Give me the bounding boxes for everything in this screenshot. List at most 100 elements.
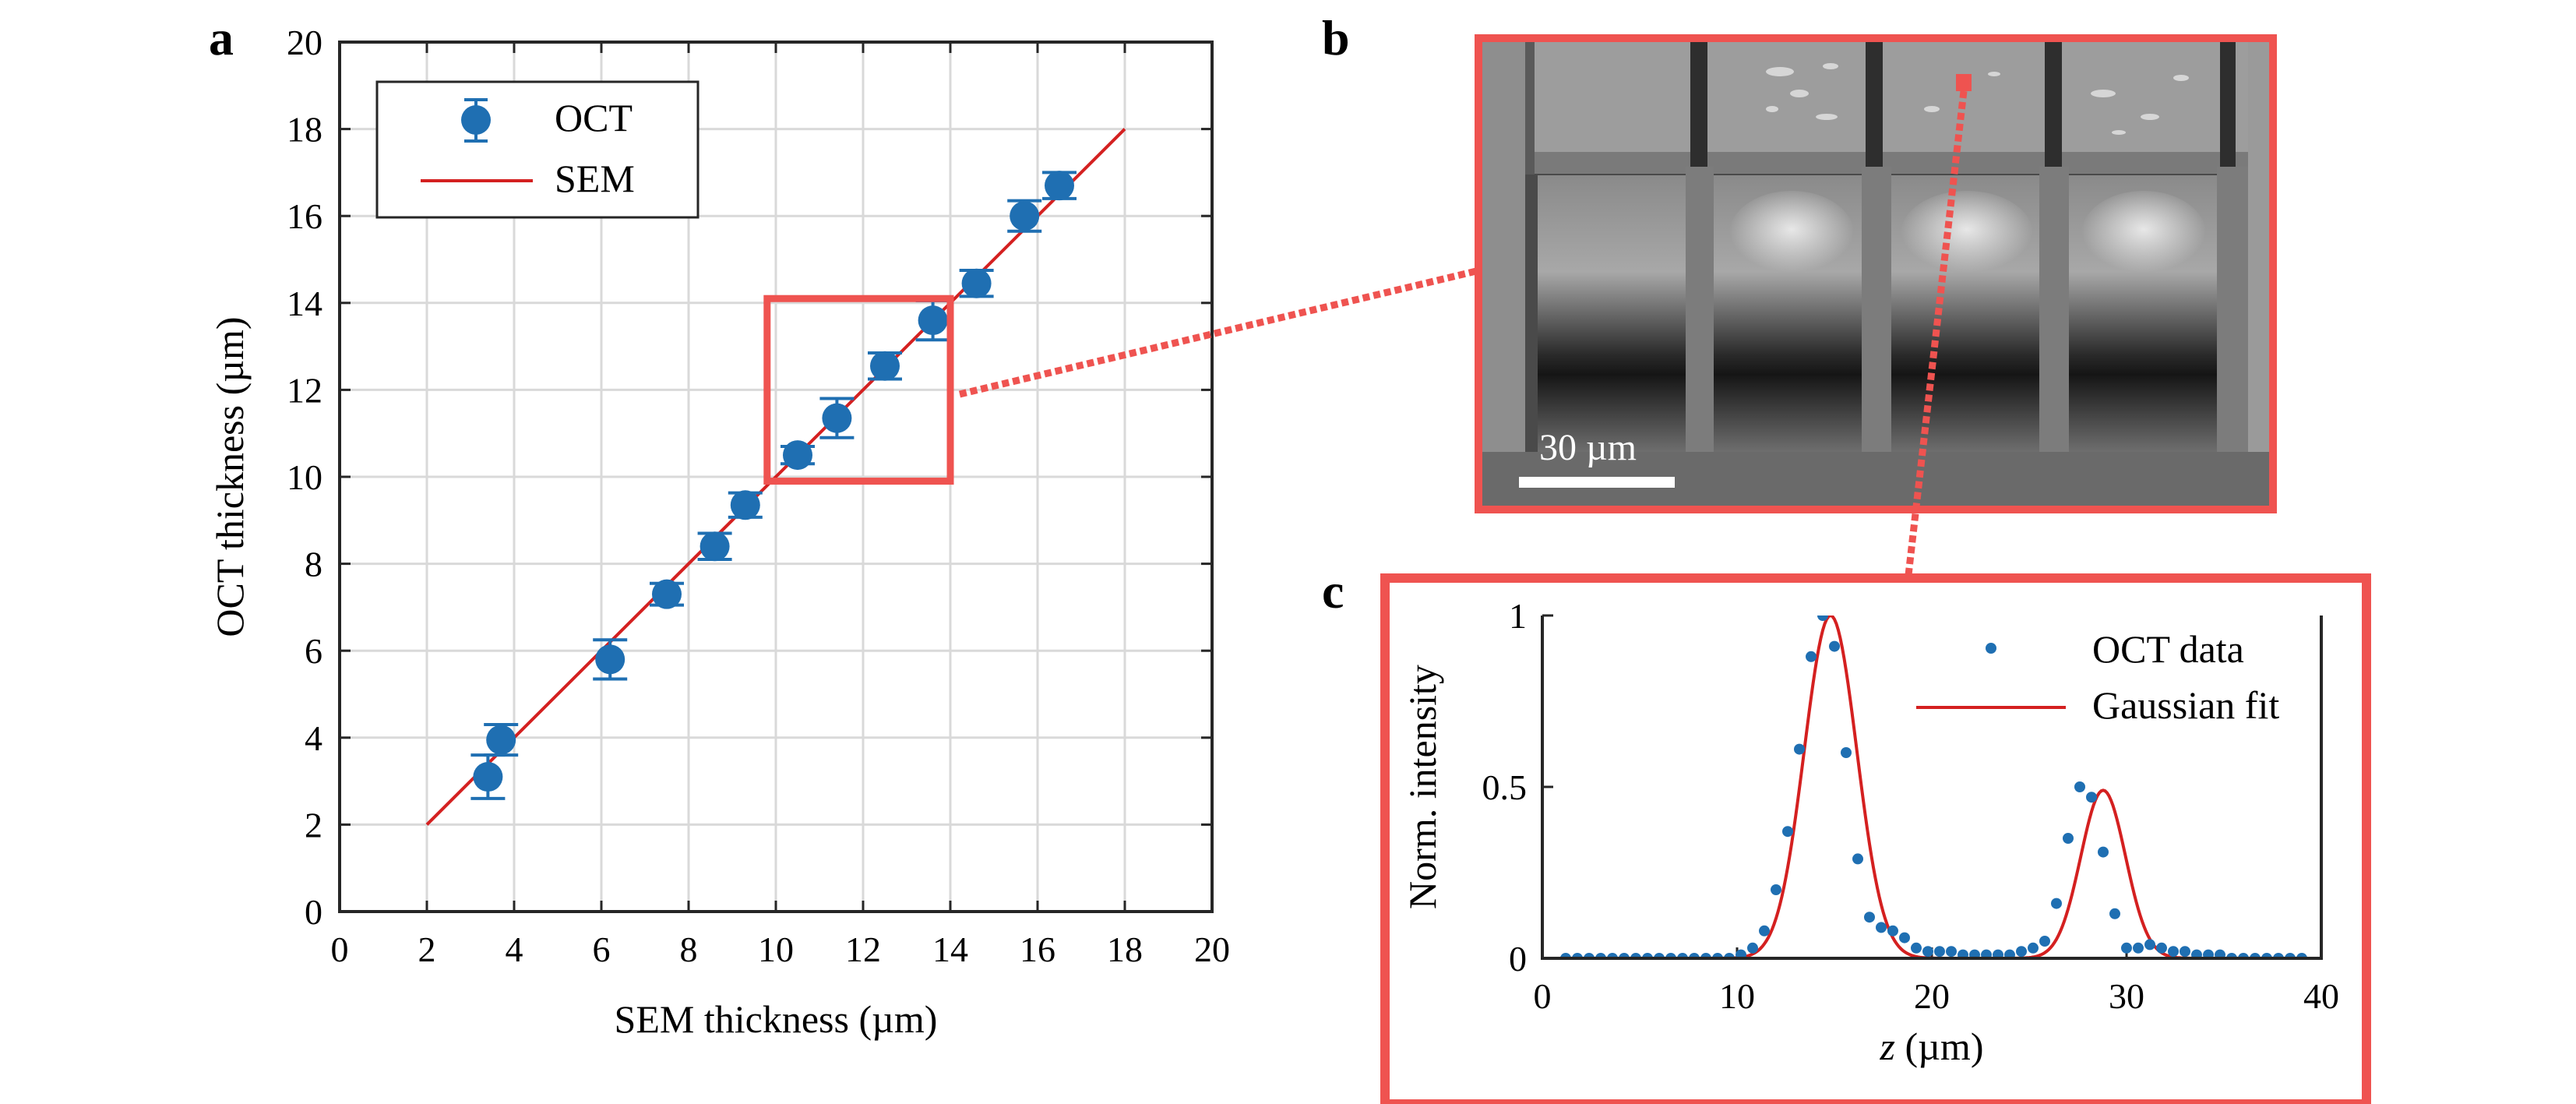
y-tick-label: 4 xyxy=(305,718,322,758)
oct-data-point xyxy=(1794,743,1805,755)
oct-data-point xyxy=(2098,846,2109,858)
oct-data-point xyxy=(1981,949,1992,958)
oct-data-point xyxy=(1736,949,1746,958)
panel-c-chart: 0 10 20 30 40 00.51 z (µm) Norm. intensity O… xyxy=(1401,596,2339,1068)
oct-data-point xyxy=(2051,898,2062,909)
oct-data-point xyxy=(1747,942,1758,954)
zoom-connector xyxy=(958,267,1478,398)
oct-point xyxy=(822,403,852,433)
legend-oct-label: OCT xyxy=(555,96,633,139)
legend-oct-data-marker xyxy=(1986,643,1996,654)
oct-data-point xyxy=(1887,925,1898,936)
sem-line-series xyxy=(425,128,1126,826)
oct-point xyxy=(730,490,760,520)
panel-label-b: b xyxy=(1322,10,1350,65)
oct-data-point xyxy=(2203,949,2214,958)
y-axis-label: Norm. intensity xyxy=(1401,665,1444,909)
x-tick-label: 10 xyxy=(1719,976,1755,1016)
legend: OCT SEM xyxy=(375,80,700,219)
legend-box xyxy=(375,80,700,219)
oct-data-point xyxy=(1852,853,1863,865)
x-tick-label: 20 xyxy=(1194,929,1230,969)
sem-cut xyxy=(2220,38,2236,171)
oct-data-point xyxy=(2016,946,2027,958)
oct-point xyxy=(961,268,992,298)
x-axis-label: z (µm) xyxy=(1880,1025,1984,1068)
sem-glow xyxy=(2081,191,2206,277)
x-tick-label: 10 xyxy=(758,929,794,969)
oct-data-point xyxy=(1782,826,1793,838)
sem-trench xyxy=(1538,175,1686,452)
oct-data-point xyxy=(1876,922,1887,933)
x-tick-labels: 0 10 20 30 40 xyxy=(1534,976,2340,1016)
legend-fit-label: Gaussian fit xyxy=(2092,683,2279,727)
x-tick-label: 16 xyxy=(1020,929,1055,969)
panel-label-c: c xyxy=(1322,563,1344,619)
oct-data-point xyxy=(2133,942,2144,954)
sem-glow xyxy=(1901,191,2033,277)
sem-wall-top xyxy=(1525,38,1535,175)
x-tick-label: 0 xyxy=(1534,976,1552,1016)
y-tick-label: 20 xyxy=(287,23,322,62)
y-tick-label: 8 xyxy=(305,545,322,584)
oct-data-point xyxy=(1911,942,1922,954)
x-axis-label-units: (µm) xyxy=(1895,1025,1984,1068)
oct-data-point xyxy=(1841,747,1852,758)
x-tick-label: 20 xyxy=(1914,976,1950,1016)
oct-data-point xyxy=(1806,651,1817,662)
oct-data-point xyxy=(2109,908,2120,919)
oct-data-series xyxy=(1560,615,2307,958)
sem-cut xyxy=(1866,38,1883,171)
y-tick-label: 10 xyxy=(287,457,322,497)
x-axis-label-italic: z xyxy=(1880,1025,1895,1068)
sem-wall xyxy=(2039,167,2069,452)
profile-connector xyxy=(1905,90,1968,576)
panel-a-chart: 0 2 4 6 8 10 12 14 16 18 20 0 2 4 6 8 10 12 14 16 18 20 SEM … xyxy=(208,23,1230,1041)
oct-point xyxy=(652,579,682,609)
axis-ticks xyxy=(338,41,1214,913)
oct-data-point xyxy=(2180,946,2190,958)
legend-oct-data-label: OCT data xyxy=(2092,627,2244,671)
oct-data-point xyxy=(2215,949,2225,958)
oct-point xyxy=(486,725,516,755)
sem-frame xyxy=(1475,34,2277,513)
y-tick-labels: 0 2 4 6 8 10 12 14 16 18 20 xyxy=(287,23,322,932)
x-axis-label: SEM thickness (µm) xyxy=(615,997,938,1041)
oct-data-point xyxy=(1759,925,1770,936)
zoom-box xyxy=(763,295,954,485)
oct-point xyxy=(870,351,900,381)
scale-bar xyxy=(1519,477,1675,488)
oct-point xyxy=(595,644,625,675)
panel-c-frame xyxy=(1380,573,2371,1104)
x-tick-label: 12 xyxy=(845,929,881,969)
sem-cut xyxy=(1690,38,1707,171)
oct-data-point xyxy=(2191,949,2202,958)
y-tick-labels: 00.51 xyxy=(1482,596,1528,979)
sem-cut xyxy=(2045,38,2062,171)
sem-fit-line xyxy=(425,128,1126,826)
oct-data-point xyxy=(1958,949,1968,958)
oct-data-point xyxy=(2156,942,2167,954)
y-tick-label: 12 xyxy=(287,370,322,410)
legend-oct-marker xyxy=(461,105,491,135)
oct-data-point xyxy=(1934,946,1945,958)
oct-point xyxy=(783,440,812,471)
y-tick-label: 6 xyxy=(305,631,322,671)
oct-data-point xyxy=(1899,932,1910,944)
oct-data-point xyxy=(1946,946,1957,958)
legend-sem-label: SEM xyxy=(555,157,635,200)
x-tick-label: 0 xyxy=(331,929,349,969)
sem-wall xyxy=(1862,167,1891,452)
oct-data-point xyxy=(2063,833,2074,844)
oct-data-point xyxy=(2086,792,2097,803)
x-tick-label: 30 xyxy=(2109,976,2144,1016)
oct-data-point xyxy=(2144,939,2155,951)
y-tick-label: 0.5 xyxy=(1482,767,1528,807)
oct-data-point xyxy=(2039,936,2050,947)
x-tick-label: 4 xyxy=(506,929,523,969)
oct-data-point xyxy=(2004,949,2015,958)
y-tick-label: 0 xyxy=(1509,939,1527,979)
sem-wall xyxy=(2217,167,2248,452)
oct-data-point xyxy=(2028,942,2039,954)
y-tick-label: 0 xyxy=(305,892,322,932)
